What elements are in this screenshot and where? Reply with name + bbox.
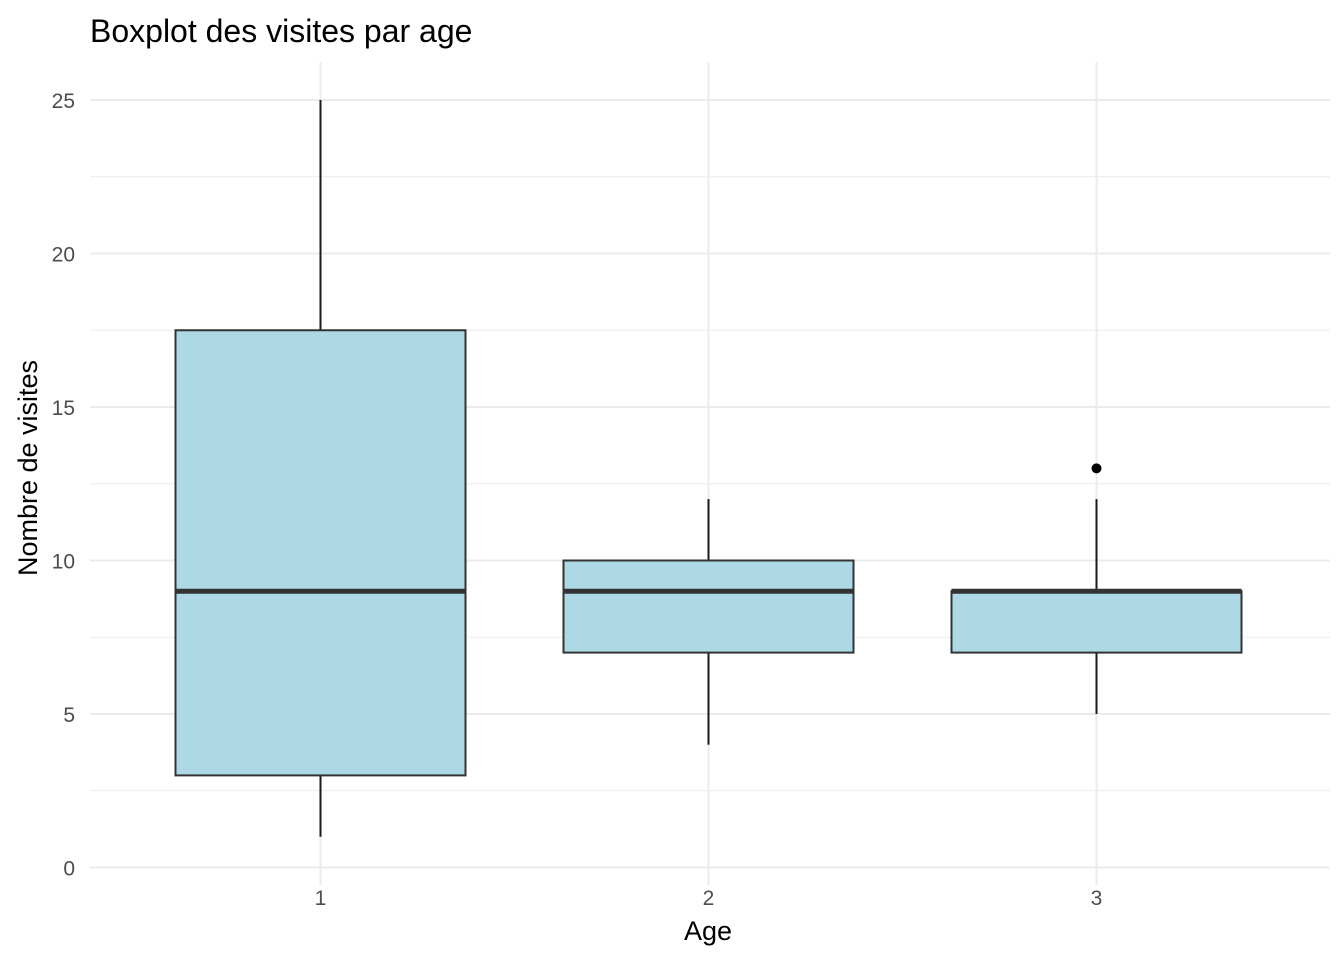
y-tick-label: 10 xyxy=(52,551,75,574)
y-tick-label: 5 xyxy=(63,704,75,727)
box-body xyxy=(174,329,467,777)
y-tick-label: 0 xyxy=(63,858,75,881)
y-axis-title: Nombre de visites xyxy=(13,360,43,576)
box-3 xyxy=(950,463,1243,714)
x-tick-label: 2 xyxy=(703,887,715,910)
box-body xyxy=(562,559,855,654)
outlier-point xyxy=(1091,463,1102,474)
x-axis-ticks: 1 2 3 xyxy=(315,887,1103,910)
y-tick-label: 20 xyxy=(52,244,75,267)
y-axis-ticks: 0 5 10 15 20 25 xyxy=(52,90,75,881)
box-2 xyxy=(562,499,855,745)
y-tick-label: 25 xyxy=(52,90,75,113)
box-1 xyxy=(174,100,467,837)
boxes xyxy=(174,100,1243,837)
chart-title: Boxplot des visites par age xyxy=(90,13,472,49)
box-body xyxy=(950,590,1243,654)
x-tick-label: 1 xyxy=(315,887,327,910)
x-axis-title: Age xyxy=(684,916,732,946)
x-tick-label: 3 xyxy=(1091,887,1103,910)
y-tick-label: 15 xyxy=(52,397,75,420)
